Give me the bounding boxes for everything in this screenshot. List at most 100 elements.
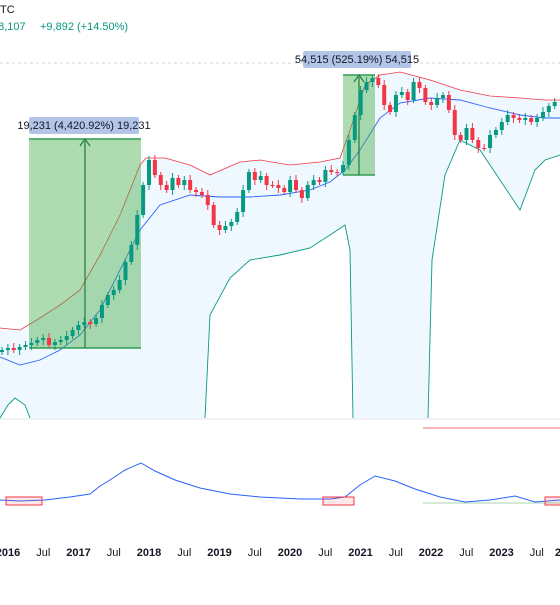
change: +9,892 (+14.50%) (40, 21, 128, 33)
candle-body (523, 118, 528, 120)
candle-body (488, 135, 493, 148)
candle-body (23, 345, 28, 347)
candle-body (223, 226, 228, 230)
candle-body (199, 192, 204, 195)
measure-label: 19,231 (4,420.92%) 19,231 (17, 120, 150, 132)
x-axis-label: 2023 (489, 547, 513, 559)
candle-body (205, 195, 210, 205)
x-axis-label: 2 (555, 547, 560, 559)
candle-body (252, 172, 257, 180)
candle-body (346, 140, 351, 165)
candle-body (35, 340, 40, 343)
candle-body (382, 85, 387, 105)
candle-body (358, 90, 363, 115)
candle-body (299, 190, 304, 198)
candle-body (505, 115, 510, 122)
candle-body (329, 170, 334, 172)
candle-body (452, 110, 457, 135)
basis (0, 97, 560, 366)
candle-body (64, 336, 69, 340)
candle-body (294, 180, 298, 190)
candle-body (264, 176, 269, 185)
measure-label-bg (29, 117, 139, 134)
candle-body (282, 188, 287, 192)
candle-body (241, 190, 246, 212)
candle-body (17, 347, 22, 350)
candle-body (511, 115, 516, 118)
measure-label-bg (303, 51, 411, 68)
candle-body (29, 343, 34, 345)
candle-body (317, 180, 322, 182)
candle-body (82, 322, 87, 325)
candle-body (529, 118, 534, 122)
candle-body (335, 172, 340, 173)
arrow-head (353, 73, 365, 83)
candle-body (517, 118, 522, 120)
candle-body (11, 348, 16, 350)
candle-body (393, 95, 398, 112)
indicator-line (0, 462, 560, 503)
candle-body (164, 185, 169, 190)
candle-body (341, 165, 346, 172)
candle-body (52, 342, 57, 345)
x-axis-label: Jul (318, 547, 332, 559)
x-axis-label: 2019 (207, 547, 231, 559)
x-axis-label: 2021 (348, 547, 372, 559)
candle-body (105, 295, 110, 305)
candle-body (41, 338, 46, 340)
candle-body (246, 172, 251, 190)
x-axis-label: 2017 (66, 547, 90, 559)
candle-body (129, 245, 134, 262)
candle-body (58, 340, 63, 342)
candle-body (364, 82, 369, 90)
candle-body (5, 348, 10, 350)
lower-band (0, 139, 560, 419)
x-axis-label: Jul (389, 547, 403, 559)
signal-box (322, 496, 355, 506)
candle-body (176, 178, 181, 185)
candle-body (405, 92, 410, 100)
candle-body (258, 176, 263, 180)
candles (0, 74, 557, 355)
signal-box (544, 496, 560, 506)
candle-body (546, 106, 551, 112)
candle-body (0, 350, 4, 352)
candle-body (99, 305, 104, 318)
candle-body (152, 160, 157, 175)
candle-body (305, 185, 310, 198)
candle-body (399, 92, 404, 95)
x-axis-label: Jul (459, 547, 473, 559)
candle-body (323, 170, 328, 182)
x-axis-label: 2022 (419, 547, 443, 559)
x-axis-label: 2016 (0, 547, 20, 559)
measure-label: 54,515 (525.19%) 54,515 (295, 54, 419, 66)
candle-body (352, 115, 357, 140)
bollinger-bands (0, 71, 560, 419)
candle-body (135, 215, 140, 245)
x-axis-label: Jul (36, 547, 50, 559)
x-axis-label: Jul (248, 547, 262, 559)
symbol: TC (0, 4, 15, 16)
candle-body (552, 102, 557, 106)
candle-body (388, 105, 393, 112)
signal-box (5, 496, 43, 506)
candle-body (417, 82, 422, 88)
candle-body (311, 180, 316, 185)
candle-body (111, 290, 116, 295)
candle-body (429, 102, 434, 105)
candle-body (435, 98, 440, 105)
candle-body (147, 160, 151, 185)
candle-body (211, 205, 216, 225)
candle-body (117, 280, 122, 290)
candle-body (446, 95, 451, 110)
candle-body (194, 190, 199, 192)
x-axis-label: Jul (530, 547, 544, 559)
candle-body (94, 318, 99, 324)
candle-body (464, 128, 469, 140)
candle-body (88, 322, 93, 324)
candle-body (229, 222, 234, 226)
upper-band (0, 71, 560, 331)
x-axis-label: 2020 (278, 547, 302, 559)
candle-body (141, 185, 146, 215)
